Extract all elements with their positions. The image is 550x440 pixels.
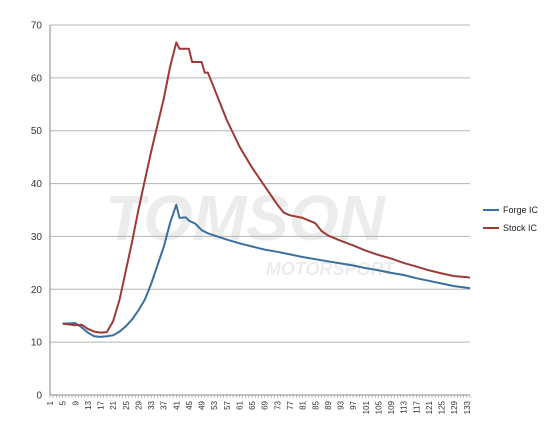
x-tick-label: 45 (185, 400, 194, 409)
x-tick-label: 9 (71, 400, 80, 405)
x-axis-ticks: 1 5 9 13 17 21 25 29 33 37 41 45 49 53 57 61 65 69 73 77 81 8… (46, 400, 472, 414)
x-tick-label: 1 (46, 400, 55, 405)
x-tick-label: 53 (210, 400, 219, 409)
gridlines (50, 24, 470, 343)
x-tick-label: 121 (425, 400, 434, 414)
series-line-forge-ic (62, 203, 471, 338)
svg-text:MOTORSPORT: MOTORSPORT (266, 259, 396, 279)
x-tick-label: 65 (248, 400, 257, 409)
y-tick-label: 20 (31, 285, 43, 296)
legend: Forge IC Stock IC (483, 205, 539, 233)
x-tick-label: 21 (109, 400, 118, 409)
x-tick-label: 93 (337, 400, 346, 409)
x-tick-label: 105 (374, 400, 383, 414)
x-tick-label: 5 (59, 400, 68, 405)
x-tick-label: 73 (273, 400, 282, 409)
watermark-logo: TOMSON MOTORSPORT (105, 182, 396, 279)
x-tick-label: 25 (122, 400, 131, 409)
y-tick-label: 70 (31, 21, 43, 32)
x-tick-label: 17 (97, 400, 106, 409)
x-tick-label: 61 (235, 400, 244, 409)
y-tick-label: 60 (31, 73, 43, 84)
x-tick-label: 133 (463, 400, 472, 414)
x-tick-label: 33 (147, 400, 156, 409)
y-axis-ticks: 0 10 20 30 40 50 60 70 (31, 21, 43, 402)
x-tick-label: 69 (261, 400, 270, 409)
x-tick-label: 13 (84, 400, 93, 409)
x-tick-label: 89 (324, 400, 333, 409)
legend-entry: Stock IC (503, 223, 538, 233)
svg-text:TOMSON: TOMSON (105, 182, 387, 254)
series-lines (62, 41, 471, 338)
x-tick-label: 37 (160, 400, 169, 409)
y-tick-label: 10 (31, 338, 43, 349)
x-tick-label: 29 (134, 400, 143, 409)
x-tick-label: 113 (400, 400, 409, 413)
x-tick-label: 125 (438, 400, 447, 414)
x-tick-label: 57 (223, 400, 232, 409)
axes (49, 25, 471, 398)
y-tick-label: 40 (31, 179, 43, 190)
x-tick-label: 77 (286, 400, 295, 409)
series-line-stock-ic (62, 41, 471, 334)
y-tick-label: 0 (36, 391, 42, 402)
x-tick-label: 41 (172, 400, 181, 409)
x-tick-label: 97 (349, 400, 358, 409)
x-tick-label: 85 (311, 400, 320, 409)
x-tick-label: 49 (198, 400, 207, 409)
legend-entry: Forge IC (503, 205, 539, 215)
x-tick-label: 117 (412, 400, 421, 413)
y-tick-label: 30 (31, 232, 43, 243)
x-tick-label: 101 (362, 400, 371, 414)
x-tick-label: 129 (450, 400, 459, 414)
x-tick-label: 109 (387, 400, 396, 414)
y-tick-label: 50 (31, 126, 43, 137)
x-tick-label: 81 (299, 400, 308, 409)
